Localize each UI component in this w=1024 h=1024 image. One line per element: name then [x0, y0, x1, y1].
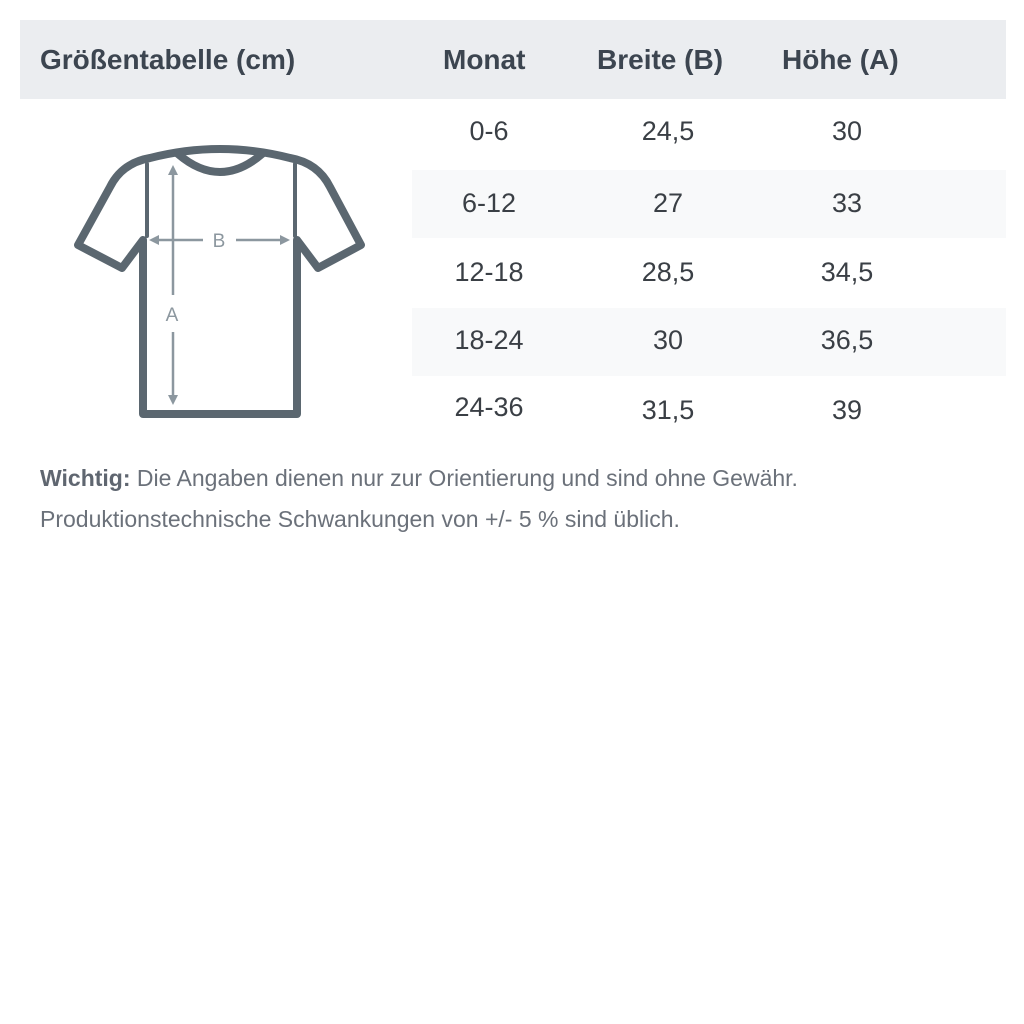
height-cell: 36,5	[820, 325, 874, 355]
height-cell: 30	[831, 116, 863, 146]
label-a: A	[166, 305, 179, 326]
table-header: Größentabelle (cm) Monat Breite (B) Höhe…	[20, 20, 1006, 99]
table-title: Größentabelle (cm)	[40, 44, 296, 75]
height-cell: 39	[831, 395, 863, 425]
month-cell: 0-6	[469, 116, 509, 146]
note-text: Die Angaben dienen nur zur Orientierung …	[40, 465, 798, 532]
month-cell: 12-18	[454, 257, 524, 287]
height-cell: 33	[831, 188, 863, 218]
column-header-month: Monat	[443, 44, 526, 75]
note-label: Wichtig:	[40, 465, 131, 491]
width-cell: 30	[652, 325, 684, 355]
column-header-height: Höhe (A)	[782, 44, 899, 75]
month-cell: 24-36	[454, 392, 524, 422]
row-stripe	[412, 170, 1006, 238]
width-cell: 24,5	[641, 116, 695, 146]
width-cell: 28,5	[641, 257, 695, 287]
row-stripe	[412, 308, 1006, 376]
width-cell: 31,5	[641, 395, 695, 425]
column-header-width: Breite (B)	[597, 44, 724, 75]
label-b: B	[213, 231, 226, 252]
width-cell: 27	[652, 188, 684, 218]
month-cell: 6-12	[461, 188, 517, 218]
t-shirt-outline	[74, 145, 365, 418]
t-shirt-neck	[174, 150, 266, 176]
height-cell: 34,5	[820, 257, 874, 287]
disclaimer-note: Wichtig: Die Angaben dienen nur zur Orie…	[40, 458, 1000, 540]
month-cell: 18-24	[454, 325, 524, 355]
